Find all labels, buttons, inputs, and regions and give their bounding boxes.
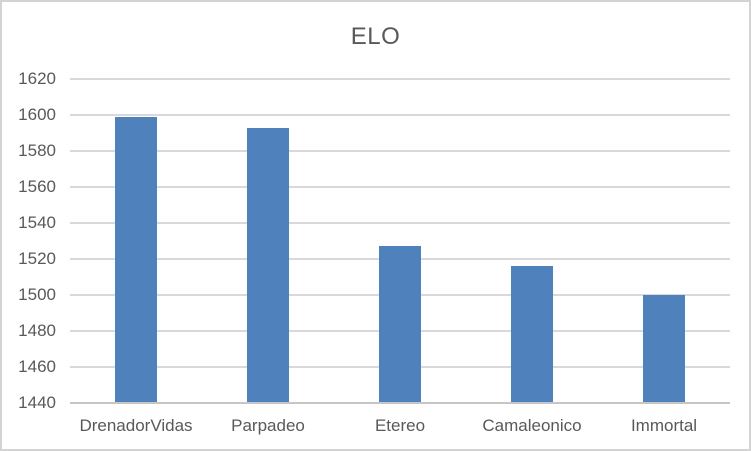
y-tick-label: 1560	[18, 177, 56, 196]
y-tick-label: 1520	[18, 249, 56, 268]
y-tick-label: 1460	[18, 357, 56, 376]
x-axis-line	[70, 402, 730, 404]
gridline	[70, 78, 730, 80]
gridline	[70, 150, 730, 152]
x-tick-label: Etereo	[374, 416, 426, 435]
gridline	[70, 186, 730, 188]
y-tick-label: 1600	[18, 105, 56, 124]
x-tick-label: DrenadorVidas	[79, 416, 193, 435]
y-tick-label: 1440	[18, 393, 56, 412]
y-tick-label: 1500	[18, 285, 56, 304]
y-tick-label: 1540	[18, 213, 56, 232]
gridline	[70, 114, 730, 116]
x-tick-label: Parpadeo	[231, 416, 305, 435]
x-tick-label: Immortal	[630, 416, 698, 435]
bar-Parpadeo	[247, 127, 289, 403]
y-tick-label: 1580	[18, 141, 56, 160]
bar-Immortal	[643, 295, 685, 403]
gridline	[70, 222, 730, 224]
bar-Camaleonico	[511, 266, 553, 403]
chart-title: ELO	[350, 23, 401, 50]
y-tick-label: 1620	[18, 69, 56, 88]
y-tick-label: 1480	[18, 321, 56, 340]
bar-Etereo	[379, 246, 421, 403]
plot-area	[70, 78, 730, 404]
bar-DrenadorVidas	[115, 116, 157, 403]
x-tick-label: Camaleonico	[482, 416, 582, 435]
